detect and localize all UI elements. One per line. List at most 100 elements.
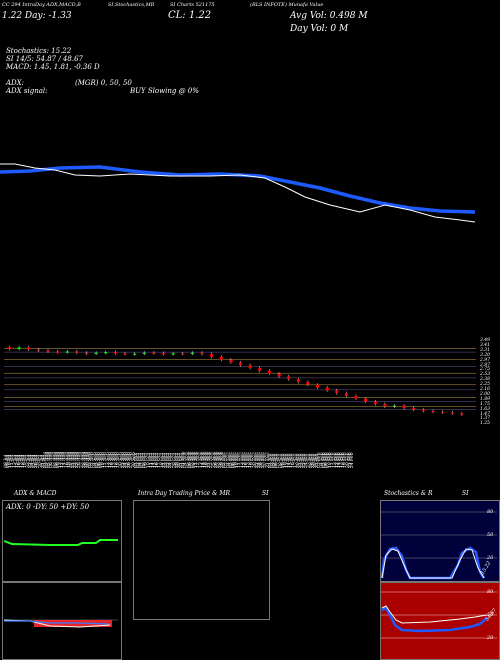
stoch-tick-50: 50 (487, 532, 494, 538)
candle-body (27, 347, 31, 350)
intraday-panel (133, 500, 270, 620)
candle-body (181, 353, 185, 355)
candle-body (56, 351, 60, 353)
candle-body (335, 390, 339, 394)
candle-body (210, 354, 214, 357)
candle-body (142, 352, 146, 354)
candle-body (267, 370, 271, 374)
price-axis-label: 3.41 (480, 342, 491, 348)
adx-panel-values: ADX: 0 -DY: 50 +DY: 50 (6, 503, 90, 511)
price-axis-label: 3.20 (480, 352, 491, 358)
price-axis-label: 2.00 (480, 391, 491, 397)
adx-signal-label: ADX signal: (6, 87, 48, 95)
macd-signal-line (4, 620, 111, 625)
price-axis-label: 1.37 (480, 416, 491, 422)
candle-body (65, 351, 69, 353)
price-axis-label: 2.25 (480, 382, 491, 388)
stoch-d-line (381, 548, 485, 579)
candle-body (354, 395, 358, 399)
candle-body (85, 352, 88, 354)
price-axis-label: 2.97 (480, 357, 491, 363)
rsi-tick-50: 50 (487, 612, 494, 618)
candle-body (123, 353, 127, 355)
candle-body (431, 410, 435, 413)
candle-body (248, 365, 252, 368)
price-axis-label: 2.75 (480, 367, 491, 373)
header-line1-mid2: SI Charts 521175 (170, 2, 215, 8)
price-axis-label: 3.49 (480, 338, 491, 343)
close-price: CL: 1.22 (168, 10, 212, 21)
candle-body (325, 387, 329, 391)
candle-body (277, 373, 281, 377)
intraday-title: Intra Day Trading Price & MR (138, 490, 231, 497)
candle-body (239, 362, 242, 366)
macd-value: MACD: 1.45, 1.81, -0.36 D (6, 63, 100, 71)
price-axis-label: 1.63 (480, 406, 491, 412)
candle-body (344, 393, 348, 396)
buy-slowing: BUY Slowing @ 0% (130, 87, 199, 95)
candle-body (94, 352, 98, 354)
candle-body (162, 353, 165, 355)
candle-body (364, 398, 368, 402)
candle-body (373, 401, 377, 404)
candle-body (190, 352, 194, 354)
candle-body (75, 351, 79, 353)
avg-vol: Avg Vol: 0.498 M (290, 11, 368, 21)
rsi-white-line (381, 605, 488, 624)
stoch-title: Stochastics & R (384, 490, 433, 497)
mgr-value: (MGR) 0, 50, 50 (75, 79, 132, 87)
candle-body (441, 411, 445, 414)
candle-body (219, 356, 223, 360)
day-change: 1.22 Day: -1.33 (2, 11, 72, 21)
header-line1-left: CC 294 IntraDay ADX,MACD,B (2, 2, 81, 8)
candle-body (383, 403, 387, 407)
price-axis-label: 1.89 (480, 396, 491, 402)
price-axis-label: 2.38 (480, 377, 491, 383)
candle-body (316, 384, 319, 388)
candle-body (104, 352, 108, 354)
candle-body (258, 367, 262, 371)
candle-body (46, 350, 50, 352)
candle-body (113, 352, 117, 354)
candle-body (412, 408, 416, 410)
price-axis-label: 2.53 (480, 372, 491, 378)
candle-body (36, 349, 40, 351)
day-vol: Day Vol: 0 M (290, 24, 349, 34)
adx-line (3, 539, 118, 546)
adx-label: ADX: (6, 79, 25, 87)
stochastics-value: Stochastics: 15.22 (6, 47, 72, 55)
candle-body (152, 352, 156, 354)
price-axis-label: 2.87 (480, 362, 491, 368)
price-line-white (0, 163, 476, 223)
candle-body (402, 405, 406, 409)
price-axis-label: 1.75 (480, 401, 491, 407)
stoch-tick-20: 20 (487, 555, 494, 561)
stoch-tick-80: 80 (487, 509, 494, 515)
si-value: SI 14/5: 54.87 / 48.67 (6, 55, 83, 63)
candle-body (287, 376, 291, 380)
candle-body (133, 353, 137, 355)
intraday-si-label: SI (262, 490, 269, 497)
header-line1-mid1: SI,Stochastics,MR (108, 2, 155, 8)
adx-macd-title: ADX & MACD (14, 490, 57, 497)
candle-body (296, 379, 300, 382)
candle-body (171, 353, 175, 355)
rsi-tick-80: 80 (487, 589, 494, 595)
candle-body (393, 405, 396, 407)
candle-body (421, 409, 425, 411)
header-line1-right: (RLS INFOTE) Munafa Value (250, 2, 324, 8)
candle-body (306, 381, 310, 385)
stoch-si-label: SI (462, 490, 469, 497)
candle-body (200, 352, 204, 355)
price-axis-label: 1.25 (480, 421, 491, 427)
rsi-tick-20: 20 (487, 635, 494, 641)
price-axis-label: 3.31 (480, 347, 491, 353)
candle-body (460, 413, 464, 415)
candle-body (17, 347, 21, 349)
price-axis-label: 2.16 (480, 387, 491, 392)
rsi-blue-line (381, 606, 488, 633)
candle-body (229, 359, 233, 363)
